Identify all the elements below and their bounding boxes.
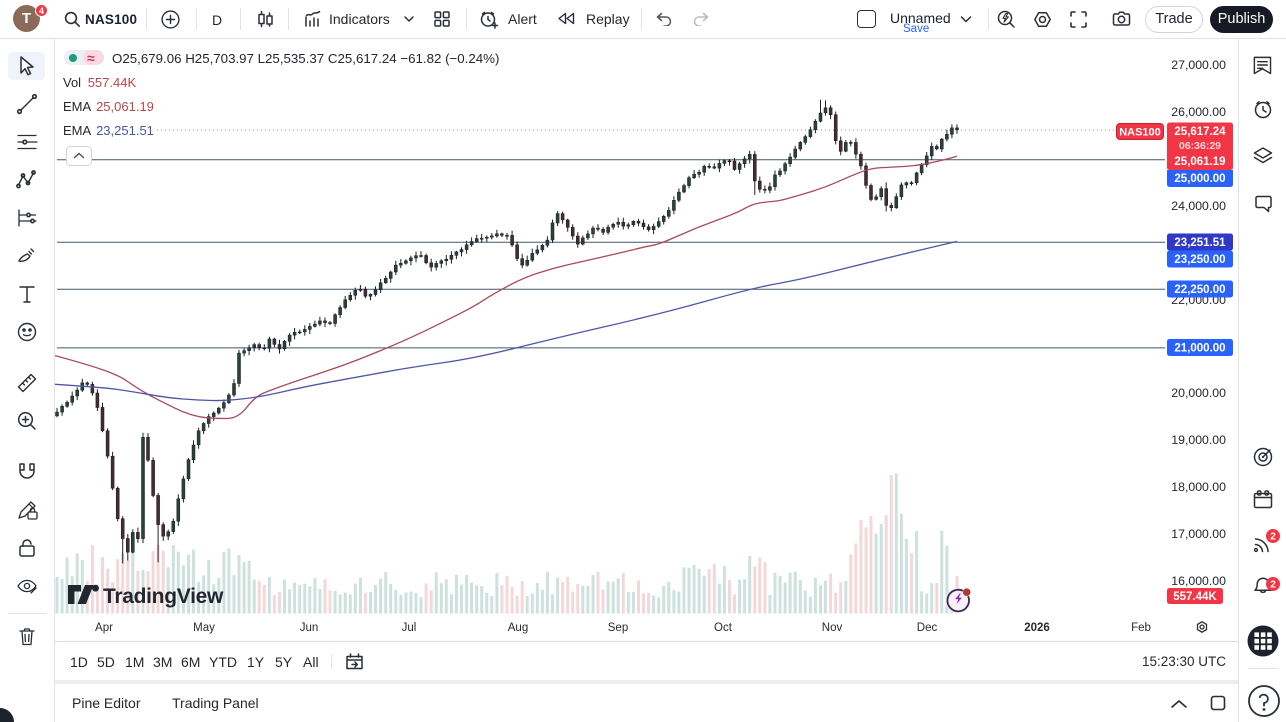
- svg-text:24,000.00: 24,000.00: [1171, 199, 1226, 213]
- svg-text:Feb: Feb: [1131, 622, 1151, 634]
- svg-text:Aug: Aug: [508, 622, 528, 634]
- svg-text:557.44K: 557.44K: [1173, 591, 1217, 603]
- svg-text:2026: 2026: [1024, 622, 1050, 634]
- svg-text:16,000.00: 16,000.00: [1171, 574, 1226, 588]
- svg-text:Oct: Oct: [714, 622, 733, 634]
- svg-text:19,000.00: 19,000.00: [1171, 433, 1226, 447]
- svg-text:Apr: Apr: [95, 622, 113, 634]
- svg-text:18,000.00: 18,000.00: [1171, 480, 1226, 494]
- svg-text:May: May: [193, 622, 215, 634]
- svg-text:Dec: Dec: [917, 622, 938, 634]
- svg-text:NAS100: NAS100: [1119, 127, 1161, 139]
- svg-text:26,000.00: 26,000.00: [1171, 105, 1226, 119]
- svg-text:2: 2: [1270, 580, 1276, 591]
- svg-text:23,251.51: 23,251.51: [1174, 237, 1226, 249]
- svg-text:06:36:29: 06:36:29: [1179, 140, 1221, 152]
- svg-text:23,250.00: 23,250.00: [1174, 254, 1225, 266]
- svg-text:Nov: Nov: [822, 622, 843, 634]
- svg-text:2: 2: [1270, 532, 1276, 543]
- svg-text:Jun: Jun: [300, 622, 319, 634]
- svg-text:27,000.00: 27,000.00: [1171, 58, 1226, 72]
- svg-text:25,617.24: 25,617.24: [1174, 126, 1226, 138]
- svg-text:25,061.19: 25,061.19: [1174, 156, 1225, 168]
- svg-text:17,000.00: 17,000.00: [1171, 527, 1226, 541]
- svg-text:21,000.00: 21,000.00: [1174, 343, 1225, 355]
- svg-text:25,000.00: 25,000.00: [1174, 173, 1225, 185]
- svg-text:20,000.00: 20,000.00: [1171, 386, 1226, 400]
- svg-text:22,250.00: 22,250.00: [1174, 284, 1225, 296]
- svg-text:Sep: Sep: [608, 622, 628, 634]
- svg-text:Jul: Jul: [402, 622, 417, 634]
- svg-text:TradingView: TradingView: [103, 585, 224, 608]
